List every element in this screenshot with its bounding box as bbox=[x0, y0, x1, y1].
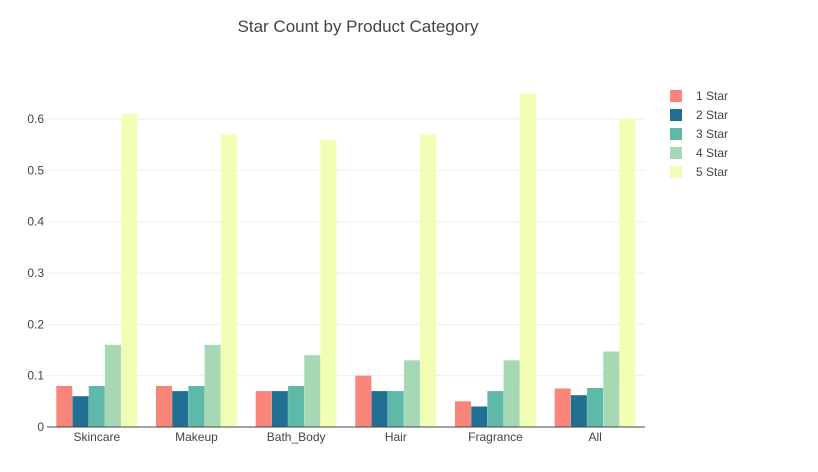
legend-swatch bbox=[670, 147, 682, 159]
y-tick-label: 0.3 bbox=[27, 266, 44, 280]
bar-1-star-makeup bbox=[156, 385, 172, 427]
x-tick-label: Hair bbox=[385, 430, 407, 444]
x-tick-label: Skincare bbox=[73, 430, 120, 444]
bar-1-star-skincare bbox=[56, 385, 73, 427]
bar-3-star-fragrance bbox=[487, 391, 504, 427]
bar-1-star-hair bbox=[355, 375, 372, 427]
bar-4-star-all bbox=[603, 351, 620, 427]
bar-2-star-fragrance bbox=[471, 406, 488, 427]
legend: 1 Star 2 Star 3 Star 4 Star 5 Star bbox=[670, 89, 728, 179]
bar-5-star-fragrance bbox=[519, 93, 536, 427]
y-axis: 0 0.1 0.2 0.3 0.4 0.5 0.6 bbox=[27, 112, 645, 434]
legend-swatch bbox=[670, 128, 682, 140]
bar-2-star-bath_body bbox=[271, 391, 288, 427]
x-tick-label: All bbox=[588, 430, 601, 444]
y-tick-label: 0.5 bbox=[27, 163, 44, 177]
bars bbox=[56, 93, 636, 428]
bar-1-star-bath_body bbox=[255, 391, 272, 427]
x-tick-label: Bath_Body bbox=[267, 430, 326, 444]
bar-3-star-bath_body bbox=[288, 385, 305, 427]
legend-label: 5 Star bbox=[696, 165, 728, 179]
x-axis: Skincare Makeup Bath_Body Hair Fragrance All bbox=[73, 430, 601, 444]
bar-2-star-skincare bbox=[72, 396, 89, 427]
y-tick-label: 0.6 bbox=[27, 112, 44, 126]
y-tick-label: 0.2 bbox=[27, 317, 44, 331]
bar-4-star-bath_body bbox=[304, 355, 321, 427]
legend-label: 4 Star bbox=[696, 146, 728, 160]
bar-3-star-skincare bbox=[88, 385, 105, 427]
bar-3-star-hair bbox=[387, 391, 404, 427]
bar-4-star-fragrance bbox=[503, 360, 520, 427]
bar-1-star-all bbox=[554, 388, 571, 427]
bar-5-star-skincare bbox=[121, 113, 138, 428]
bar-2-star-makeup bbox=[172, 391, 189, 427]
bar-5-star-makeup bbox=[220, 134, 237, 428]
legend-label: 1 Star bbox=[696, 89, 728, 103]
legend-swatch bbox=[670, 109, 682, 121]
bar-5-star-bath_body bbox=[320, 139, 337, 427]
bar-4-star-hair bbox=[403, 360, 420, 427]
y-tick-label: 0.4 bbox=[27, 215, 44, 229]
legend-swatch bbox=[670, 90, 682, 102]
bar-4-star-makeup bbox=[204, 344, 221, 427]
y-tick-label: 0 bbox=[37, 420, 44, 434]
gridlines bbox=[47, 118, 645, 377]
x-tick-label: Fragrance bbox=[468, 430, 523, 444]
chart-title: Star Count by Product Category bbox=[238, 17, 479, 36]
legend-label: 2 Star bbox=[696, 108, 728, 122]
bar-4-star-skincare bbox=[104, 344, 121, 427]
legend-swatch bbox=[670, 166, 682, 178]
bar-3-star-makeup bbox=[188, 385, 205, 427]
bar-5-star-all bbox=[619, 119, 636, 427]
x-tick-label: Makeup bbox=[175, 430, 218, 444]
bar-1-star-fragrance bbox=[455, 401, 471, 427]
bar-3-star-all bbox=[587, 387, 604, 427]
bar-2-star-all bbox=[570, 395, 587, 427]
legend-label: 3 Star bbox=[696, 127, 728, 141]
y-tick-label: 0.1 bbox=[27, 369, 44, 383]
bar-2-star-hair bbox=[371, 391, 388, 427]
bar-5-star-hair bbox=[420, 134, 437, 428]
